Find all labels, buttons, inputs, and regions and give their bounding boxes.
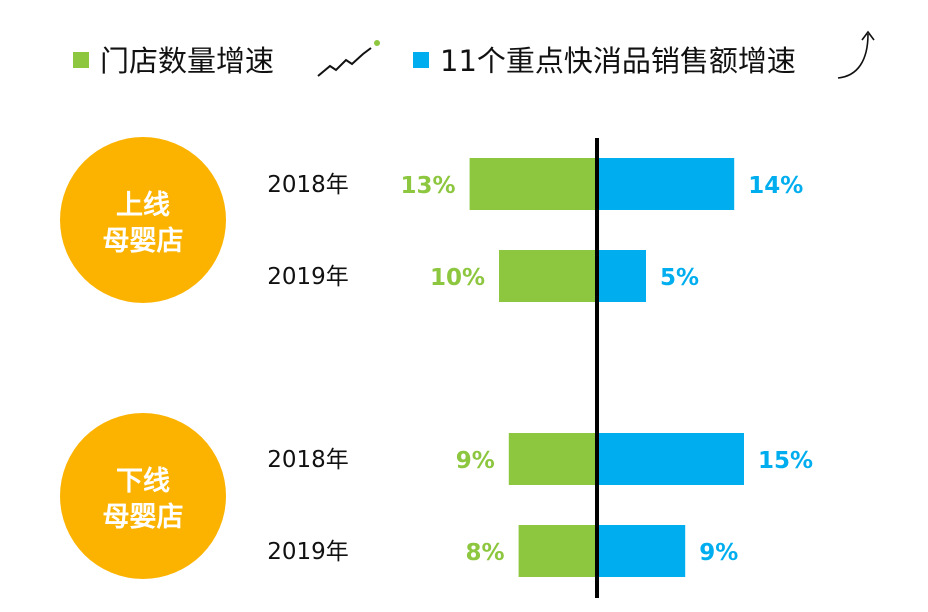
value-label-store-growth: 13% <box>401 173 456 199</box>
trending-line-icon-dot <box>374 40 380 46</box>
group-label-line1: 上线 <box>116 190 170 221</box>
bar-store-growth <box>469 158 597 210</box>
legend-label-store-growth: 门店数量增速 <box>100 44 274 78</box>
bar-store-growth <box>499 250 597 302</box>
value-label-store-growth: 9% <box>456 448 495 474</box>
bar-store-growth <box>518 525 597 577</box>
value-label-store-growth: 8% <box>466 540 505 566</box>
curved-up-arrow-icon-head <box>861 30 875 41</box>
legend: 门店数量增速 11个重点快消品销售额增速 <box>73 30 875 79</box>
legend-swatch-green <box>73 52 89 68</box>
group-circle <box>60 413 226 579</box>
value-label-sales-growth: 15% <box>758 448 813 474</box>
group-label-line1: 下线 <box>116 466 170 497</box>
value-label-sales-growth: 14% <box>748 173 803 199</box>
trending-line-icon <box>317 40 380 77</box>
bar-sales-growth <box>597 525 686 577</box>
bar-sales-growth <box>597 433 744 485</box>
value-label-store-growth: 10% <box>430 265 485 291</box>
year-label: 2018年 <box>267 172 349 198</box>
curved-up-arrow-icon <box>837 30 875 79</box>
year-label: 2019年 <box>267 539 349 565</box>
legend-swatch-blue <box>413 52 429 68</box>
value-label-sales-growth: 9% <box>699 540 738 566</box>
group-label-line2: 母婴店 <box>103 502 184 533</box>
bar-sales-growth <box>597 158 735 210</box>
trending-line-icon-stroke <box>317 47 372 77</box>
year-label: 2018年 <box>267 447 349 473</box>
year-label: 2019年 <box>267 264 349 290</box>
group-circle <box>60 137 226 303</box>
value-label-sales-growth: 5% <box>660 265 699 291</box>
bar-store-growth <box>508 433 597 485</box>
legend-label-sales-growth: 11个重点快消品销售额增速 <box>440 44 796 78</box>
bar-sales-growth <box>597 250 646 302</box>
group-label-line2: 母婴店 <box>103 226 184 257</box>
curved-up-arrow-icon-stroke <box>837 33 869 79</box>
